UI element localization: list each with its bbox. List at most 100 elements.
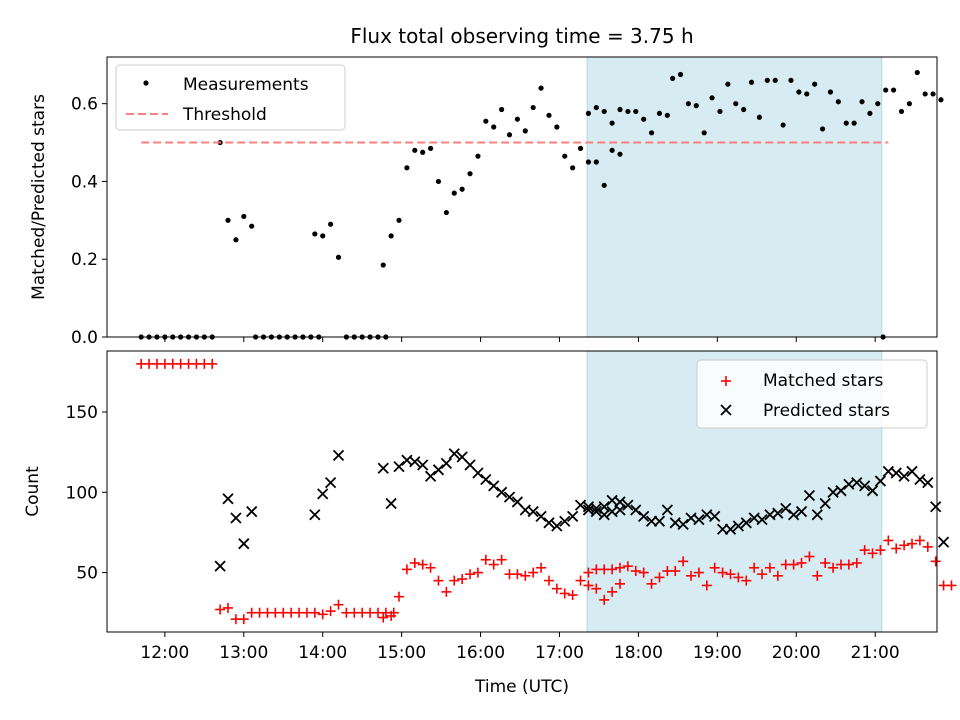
y-tick-label: 50 — [76, 564, 98, 584]
predicted-stars-point — [214, 560, 226, 572]
matched-stars-point — [772, 570, 783, 581]
measurement-point — [867, 110, 873, 116]
matched-stars-point — [828, 562, 839, 573]
matched-stars-point — [654, 572, 665, 583]
predicted-stars-point — [527, 505, 539, 518]
matched-stars-point — [820, 557, 831, 568]
predicted-stars-point-b — [653, 515, 666, 527]
matched-stars-point — [741, 575, 752, 586]
matched-stars-point — [409, 557, 420, 568]
predicted-stars-point — [385, 497, 397, 510]
predicted-stars-point-b — [874, 475, 887, 487]
predicted-stars-point — [377, 462, 389, 474]
predicted-stars-point-b — [937, 536, 950, 548]
predicted-stars-point-b — [898, 470, 910, 482]
legend-predicted-marker-b — [720, 404, 732, 416]
measurement-point — [241, 213, 247, 220]
matched-stars-point — [591, 583, 602, 594]
predicted-stars-point — [230, 512, 242, 524]
matched-stars-point — [223, 602, 234, 613]
measurement-point — [625, 108, 631, 115]
predicted-stars-point-b — [638, 510, 650, 523]
measurement-point — [312, 231, 318, 237]
predicted-stars-point — [309, 509, 321, 521]
measurement-point — [249, 223, 255, 229]
matched-stars-point — [764, 562, 775, 573]
axes-frame — [106, 350, 938, 633]
predicted-stars-point — [409, 456, 421, 468]
legend-measurements-marker — [143, 80, 149, 86]
predicted-stars-point-b — [851, 477, 863, 489]
matched-stars-point — [622, 561, 633, 572]
predicted-stars-point-b — [317, 488, 329, 500]
measurement-point — [756, 114, 763, 120]
measurement-point — [404, 165, 410, 171]
measurement-point — [491, 124, 497, 130]
predicted-stars-point-b — [930, 501, 942, 513]
measurement-point — [593, 104, 599, 111]
predicted-stars-point-b — [385, 497, 397, 510]
matched-stars-point — [317, 609, 328, 620]
predicted-stars-point-b — [827, 486, 839, 498]
predicted-stars-point-b — [811, 509, 823, 521]
matched-stars-point — [843, 559, 854, 570]
x-tick-label: 20:00 — [772, 643, 821, 663]
y-tick-label: 150 — [66, 403, 98, 423]
predicted-stars-point — [440, 457, 453, 470]
predicted-stars-point-b — [614, 496, 626, 508]
predicted-stars-point-b — [906, 465, 918, 478]
matched-stars-point — [867, 548, 878, 559]
matched-stars-point — [607, 586, 618, 597]
predicted-stars-point — [724, 523, 737, 535]
measurement-point — [883, 87, 889, 93]
matched-stars-point — [899, 540, 910, 551]
measurement-point — [459, 186, 465, 192]
y-axis-label: Matched/Predicted stars — [29, 94, 49, 300]
measurement-point — [577, 145, 584, 151]
predicted-stars-point-b — [440, 457, 453, 470]
matched-stars-point — [599, 594, 610, 605]
measurement-point — [741, 106, 747, 113]
matched-stars-point — [670, 565, 681, 576]
predicted-stars-point — [709, 510, 721, 523]
matched-stars-point — [607, 564, 618, 575]
predicted-stars-point-b — [764, 509, 776, 521]
matched-stars-point — [796, 557, 807, 568]
measurement-point — [788, 77, 794, 83]
predicted-stars-point-b — [503, 491, 516, 503]
predicted-stars-point-b — [559, 515, 571, 527]
matched-stars-point — [725, 569, 736, 580]
predicted-stars-point-b — [914, 473, 926, 486]
measurement-point — [233, 237, 239, 243]
predicted-stars-point-b — [456, 451, 468, 463]
matched-stars-point — [472, 567, 483, 578]
predicted-stars-point — [890, 467, 902, 479]
predicted-stars-point — [448, 448, 460, 460]
measurement-point — [506, 132, 513, 138]
measurement-point — [388, 233, 394, 239]
predicted-stars-point — [614, 504, 626, 516]
measurement-point — [475, 153, 481, 159]
predicted-stars-point — [543, 517, 555, 529]
measurement-point — [562, 153, 568, 159]
legend-box — [115, 64, 346, 131]
measurement-point — [483, 118, 489, 124]
measurement-point — [851, 120, 857, 126]
x-tick-label: 14:00 — [298, 643, 347, 663]
predicted-stars-point-b — [214, 560, 226, 572]
matched-stars-point — [465, 569, 476, 580]
measurement-point — [641, 116, 647, 122]
predicted-stars-point — [551, 520, 563, 532]
predicted-stars-point — [930, 501, 942, 513]
predicted-stars-point — [772, 507, 784, 519]
matched-stars-point — [749, 562, 760, 573]
predicted-stars-point — [488, 480, 500, 492]
predicted-stars-point — [432, 464, 445, 476]
measurement-point — [764, 77, 770, 83]
predicted-stars-point-b — [780, 502, 792, 514]
matched-stars-point — [309, 607, 320, 618]
matched-stars-point — [891, 543, 902, 554]
predicted-stars-point-b — [332, 449, 345, 462]
measurement-point — [701, 130, 707, 136]
predicted-stars-point — [535, 510, 547, 523]
